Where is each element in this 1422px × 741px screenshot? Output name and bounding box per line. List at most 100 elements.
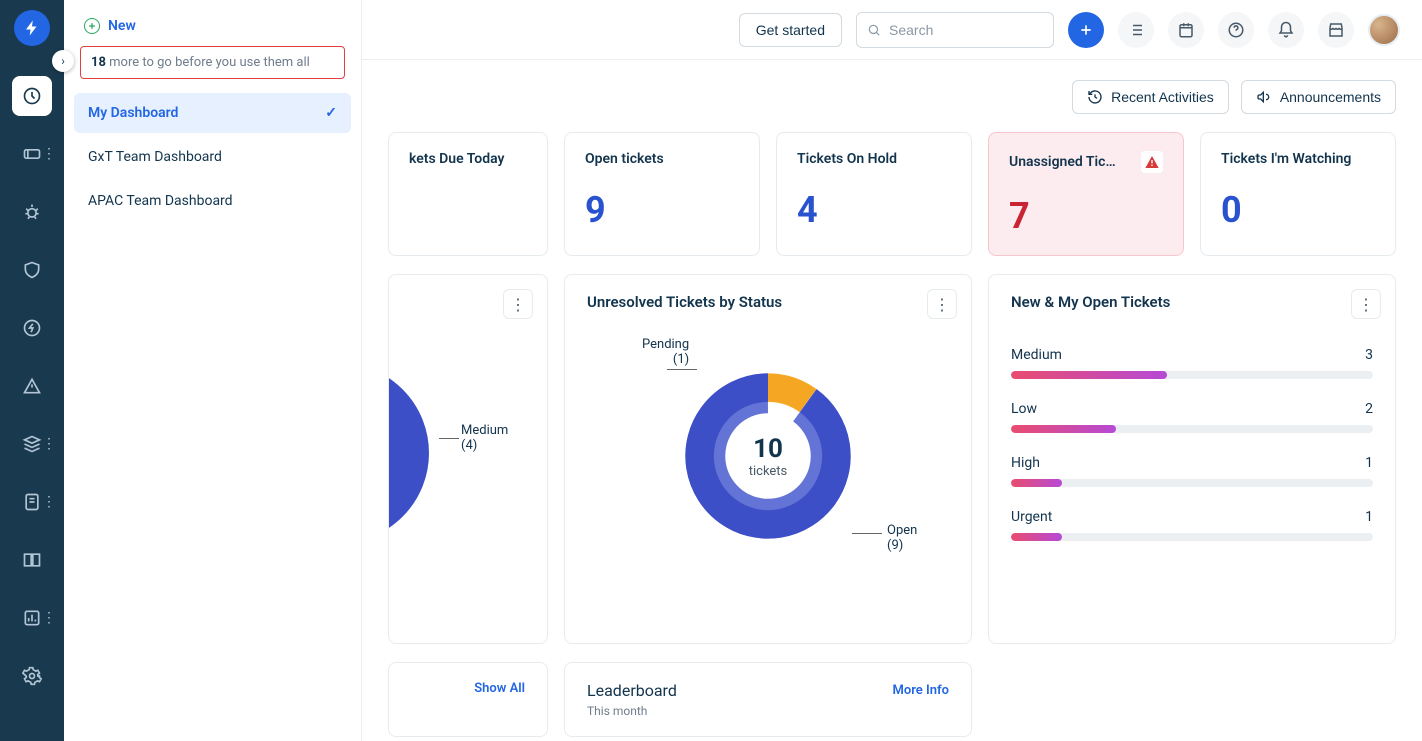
usage-hint-text: more to go before you use them all	[106, 55, 310, 70]
dashboard-item-label: GxT Team Dashboard	[88, 149, 222, 165]
nav-submenu-icon: ⋮	[42, 495, 56, 509]
bottom-row: Show All Leaderboard This month More Inf…	[388, 662, 1396, 737]
callout-label: Medium	[461, 423, 508, 438]
list-icon[interactable]	[1118, 12, 1154, 48]
dashboard-item-label: APAC Team Dashboard	[88, 193, 233, 209]
nav-submenu-icon: ⋮	[42, 147, 56, 161]
calendar-icon[interactable]	[1168, 12, 1204, 48]
bar-value: 1	[1365, 455, 1373, 471]
expand-rail-toggle[interactable]: ›	[52, 50, 74, 72]
plus-circle-icon	[84, 18, 100, 34]
more-info-link[interactable]: More Info	[893, 683, 950, 698]
button-label: Recent Activities	[1111, 89, 1214, 105]
dashboard-list: My Dashboard ✓ GxT Team Dashboard APAC T…	[74, 93, 351, 221]
nav-shield-icon[interactable]	[12, 250, 52, 290]
search-input[interactable]	[889, 22, 1043, 38]
donut-total: 10	[749, 434, 788, 464]
callout-open: Open (9)	[887, 523, 917, 553]
kpi-title: Open tickets	[585, 151, 739, 167]
new-label: New	[108, 18, 136, 34]
kpi-row: kets Due Today Open tickets 9 Tickets On…	[388, 132, 1396, 256]
dashboard-item-my-dashboard[interactable]: My Dashboard ✓	[74, 93, 351, 133]
kpi-value: 9	[585, 189, 739, 231]
announcements-button[interactable]: Announcements	[1241, 80, 1396, 114]
kpi-card-on-hold[interactable]: Tickets On Hold 4	[776, 132, 972, 256]
panel-new-open: New & My Open Tickets ⋮ Medium3 Low 2 High 1…	[988, 274, 1396, 644]
main-content: Recent Activities Announcements kets Due…	[362, 60, 1422, 741]
panel-unresolved-status: Unresolved Tickets by Status ⋮ 10 ticket…	[564, 274, 972, 644]
bar-label: Urgent	[1011, 509, 1052, 525]
dashboard-item-gxt[interactable]: GxT Team Dashboard	[74, 137, 351, 177]
bar-item[interactable]: Low 2	[1011, 401, 1373, 433]
kpi-card-due-today[interactable]: kets Due Today	[388, 132, 548, 256]
history-icon	[1087, 89, 1103, 105]
panel-leaderboard: Leaderboard This month More Info	[564, 662, 972, 737]
bar-item[interactable]: Medium3	[1011, 347, 1373, 379]
bar-value: 1	[1365, 509, 1373, 525]
nav-contracts-icon[interactable]: ⋮	[12, 482, 52, 522]
show-all-link[interactable]: Show All	[474, 681, 525, 696]
callout-label: Open	[887, 523, 917, 538]
panel-row: ⋮ Medium (4) Unresolved Tickets by Statu…	[388, 274, 1396, 644]
search-icon	[867, 22, 881, 38]
app-logo[interactable]	[14, 10, 50, 46]
nav-dashboard-icon[interactable]	[12, 76, 52, 116]
bar-track	[1011, 479, 1373, 487]
donut-chart: 10 tickets Pending (1) Open (9)	[587, 311, 949, 601]
help-icon[interactable]	[1218, 12, 1254, 48]
callout-count: (1)	[642, 352, 689, 367]
user-avatar[interactable]	[1368, 14, 1400, 46]
bar-fill	[1011, 479, 1062, 487]
callout-count: (9)	[887, 538, 917, 553]
panel-priority-partial: ⋮ Medium (4)	[388, 274, 548, 644]
new-dashboard-button[interactable]: New	[74, 14, 351, 38]
panel-more-button[interactable]: ⋮	[1351, 289, 1381, 319]
nav-assets-icon[interactable]: ⋮	[12, 424, 52, 464]
kpi-card-watching[interactable]: Tickets I'm Watching 0	[1200, 132, 1396, 256]
nav-solutions-icon[interactable]	[12, 540, 52, 580]
usage-hint-count: 18	[91, 55, 106, 70]
bar-track	[1011, 425, 1373, 433]
panel-title: New & My Open Tickets	[1011, 293, 1373, 311]
bar-item[interactable]: High 1	[1011, 455, 1373, 487]
left-rail: › ⋮ ⋮ ⋮	[0, 0, 64, 741]
nav-submenu-icon: ⋮	[42, 437, 56, 451]
kpi-title: Tickets On Hold	[797, 151, 951, 167]
dashboard-item-label: My Dashboard	[88, 105, 178, 121]
bar-value: 2	[1365, 401, 1373, 417]
megaphone-icon	[1256, 89, 1272, 105]
dashboard-flyout: New 18 more to go before you use them al…	[64, 0, 362, 741]
get-started-button[interactable]: Get started	[739, 13, 842, 47]
button-label: Announcements	[1280, 89, 1381, 105]
bar-label: High	[1011, 455, 1040, 471]
nav-tickets-icon[interactable]: ⋮	[12, 134, 52, 174]
donut-unit: tickets	[749, 464, 788, 479]
check-icon: ✓	[325, 105, 337, 121]
rail-nav: ⋮ ⋮ ⋮ ⋮	[0, 76, 64, 696]
notifications-icon[interactable]	[1268, 12, 1304, 48]
priority-bars: Medium3 Low 2 High 1 Urgent 1	[1011, 347, 1373, 541]
bar-label: Low	[1011, 401, 1037, 417]
search-box[interactable]	[856, 12, 1054, 48]
kpi-title: Tickets I'm Watching	[1221, 151, 1375, 167]
panel-bottom-left: Show All	[388, 662, 548, 737]
quick-create-button[interactable]	[1068, 12, 1104, 48]
callout-count: (4)	[461, 438, 508, 453]
bar-fill	[1011, 371, 1167, 379]
nav-reports-icon[interactable]: ⋮	[12, 598, 52, 638]
kpi-card-open[interactable]: Open tickets 9	[564, 132, 760, 256]
callout-pending: Pending (1)	[642, 337, 689, 367]
recent-activities-button[interactable]: Recent Activities	[1072, 80, 1229, 114]
nav-changes-icon[interactable]	[12, 308, 52, 348]
kpi-title: Unassigned Tic…	[1009, 154, 1116, 170]
kpi-card-unassigned[interactable]: Unassigned Tic… 7	[988, 132, 1184, 256]
bar-track	[1011, 371, 1373, 379]
kpi-value: 0	[1221, 189, 1375, 231]
nav-bugs-icon[interactable]	[12, 192, 52, 232]
callout-label: Pending	[642, 337, 689, 352]
bar-item[interactable]: Urgent 1	[1011, 509, 1373, 541]
marketplace-icon[interactable]	[1318, 12, 1354, 48]
nav-settings-icon[interactable]	[12, 656, 52, 696]
nav-alerts-icon[interactable]	[12, 366, 52, 406]
dashboard-item-apac[interactable]: APAC Team Dashboard	[74, 181, 351, 221]
